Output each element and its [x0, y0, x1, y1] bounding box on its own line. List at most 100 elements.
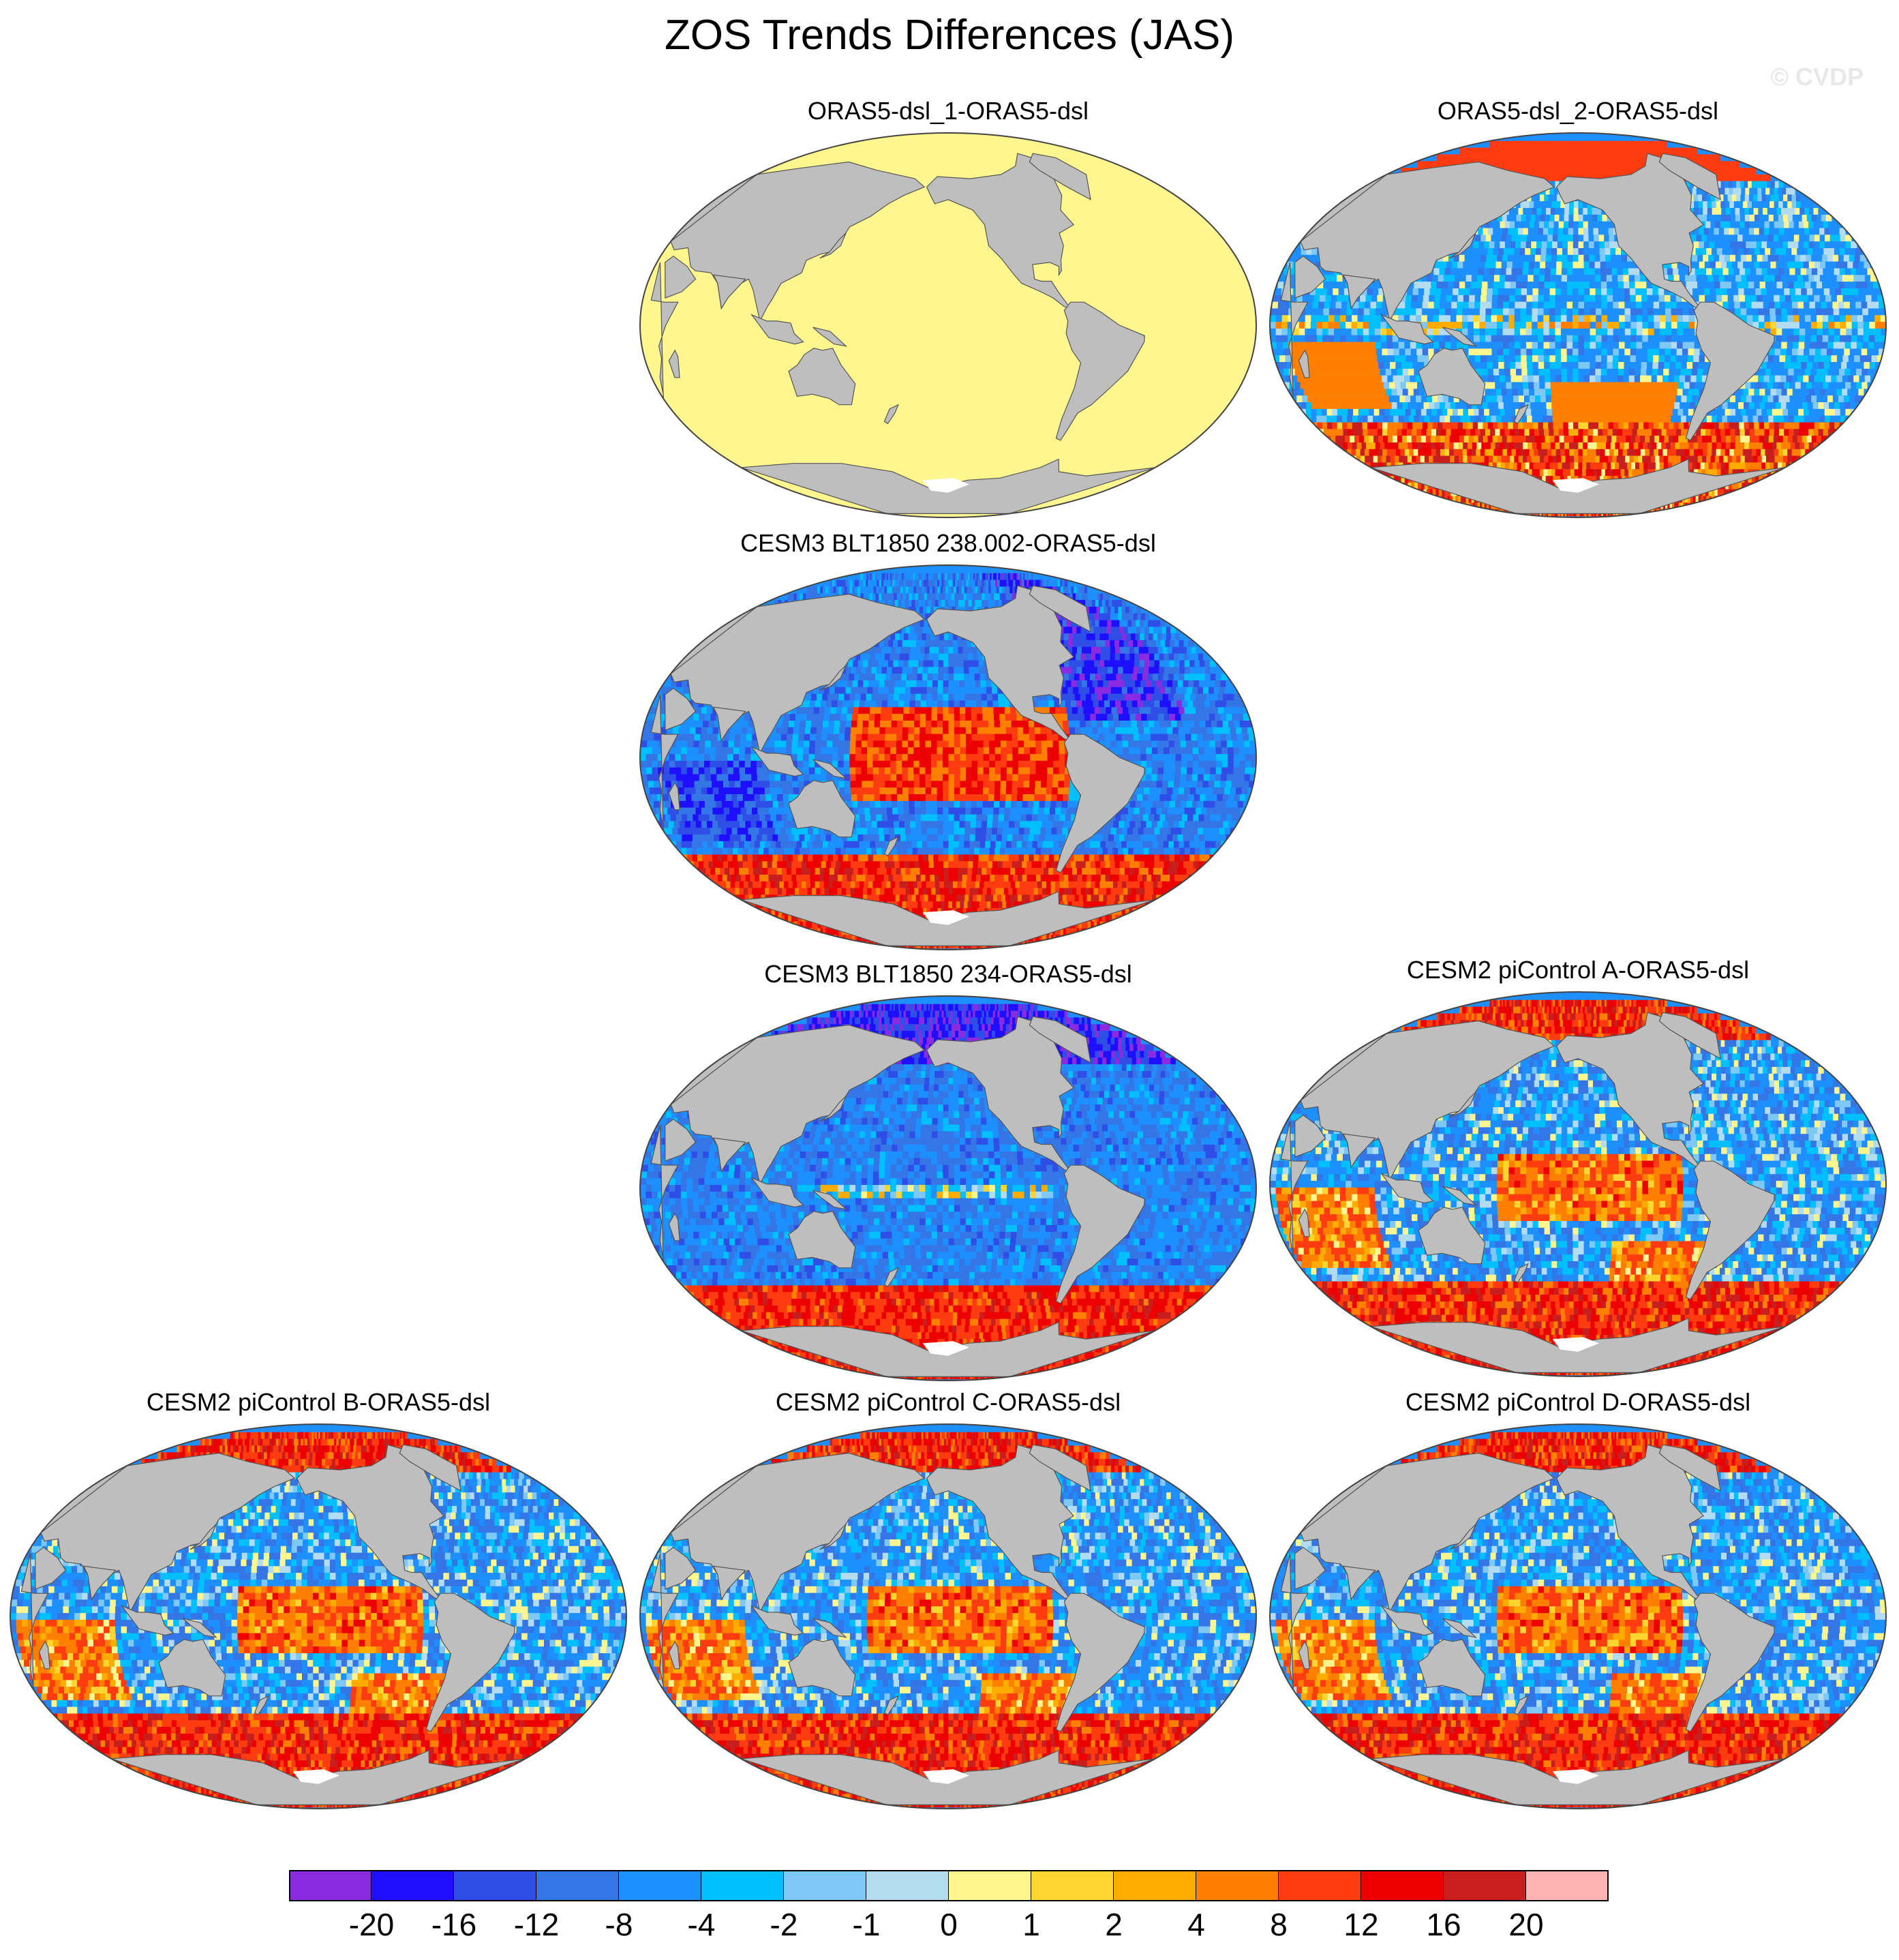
land-africa [650, 262, 679, 399]
colorbar-box [1444, 1870, 1526, 1901]
land-africa [1280, 262, 1309, 399]
colorbar-tick-label: 12 [1327, 1906, 1395, 1943]
land-indonesia [750, 746, 804, 777]
land-arabia [1294, 255, 1326, 299]
land-newZealand [1513, 404, 1529, 425]
land-australia [1418, 1639, 1486, 1697]
panel-title: ORAS5-dsl_1-ORAS5-dsl [624, 97, 1272, 125]
land-madagascar [1298, 1208, 1310, 1237]
panel-title: CESM2 piControl A-ORAS5-dsl [1254, 956, 1899, 984]
colorbar-tick-label: 2 [1080, 1906, 1148, 1943]
map-panel-oras5-dsl-2: ORAS5-dsl_2-ORAS5-dsl [1268, 97, 1888, 519]
land-indonesia [750, 1177, 804, 1208]
colorbar-box [1361, 1870, 1444, 1901]
colorbar-tick-label: -16 [420, 1906, 488, 1943]
panel-title: CESM2 piControl D-ORAS5-dsl [1254, 1388, 1899, 1417]
map-panel-cesm2-picontrol-b: CESM2 piControl B-ORAS5-dsl [8, 1388, 628, 1811]
land-india [712, 1565, 746, 1601]
land-newZealand [883, 404, 899, 425]
map-panel-cesm3-blt1850-234: CESM3 BLT1850 234-ORAS5-dsl [638, 960, 1258, 1383]
land-japan [819, 1524, 847, 1550]
sea-ice-patch [292, 1769, 339, 1784]
colorbar-tick-label: 16 [1410, 1906, 1478, 1943]
colorbar-box [866, 1870, 949, 1901]
sea-ice-patch [922, 1769, 969, 1784]
map-panel-cesm2-picontrol-d: CESM2 piControl D-ORAS5-dsl [1268, 1388, 1888, 1811]
map-border [1269, 991, 1887, 1377]
land-indonesia [750, 1605, 804, 1636]
land-southAmerica [1055, 1164, 1145, 1304]
land-southAmerica [1055, 301, 1145, 441]
colorbar-box [289, 1870, 371, 1901]
sea-ice-patch [922, 478, 969, 493]
copyright-watermark: © CVDP [1770, 63, 1864, 91]
land-india [712, 1137, 746, 1173]
land-australia [788, 1639, 856, 1697]
land-india [82, 1565, 117, 1601]
land-newGuinea [1442, 327, 1478, 347]
land-japan [819, 665, 847, 691]
land-newZealand [1513, 1695, 1529, 1716]
map-content [640, 133, 1256, 517]
panel-title: CESM3 BLT1850 238.002-ORAS5-dsl [624, 529, 1272, 558]
colorbar-box [1031, 1870, 1114, 1901]
map-plot [1269, 1423, 1887, 1809]
land-japan [819, 232, 847, 259]
map-plot [639, 1423, 1257, 1809]
land-africa [20, 1553, 49, 1690]
map-panel-cesm2-picontrol-c: CESM2 piControl C-ORAS5-dsl [638, 1388, 1258, 1811]
land-africa [650, 694, 679, 831]
land-australia [788, 348, 856, 406]
map-panel-oras5-dsl-1: ORAS5-dsl_1-ORAS5-dsl [638, 97, 1258, 519]
colorbar [289, 1870, 1609, 1901]
map-plot [1269, 132, 1887, 518]
colorbar-tick-label: 1 [997, 1906, 1065, 1943]
colorbar-tick-label: 8 [1245, 1906, 1313, 1943]
land-japan [1449, 232, 1476, 259]
map-plot [639, 995, 1257, 1381]
colorbar-box [619, 1870, 701, 1901]
land-australia [158, 1639, 226, 1697]
panel-title: CESM3 BLT1850 234-ORAS5-dsl [624, 960, 1272, 989]
land-southAmerica [1055, 1593, 1145, 1732]
land-newGuinea [1442, 1618, 1478, 1638]
colorbar-tick-label: -1 [832, 1906, 900, 1943]
map-border [639, 995, 1257, 1381]
colorbar-tick-label: 4 [1162, 1906, 1230, 1943]
land-arabia [35, 1546, 67, 1590]
figure-title: ZOS Trends Differences (JAS) [0, 11, 1899, 59]
land-india [1342, 1565, 1376, 1601]
land-japan [1449, 1091, 1476, 1118]
land-greenland [1029, 585, 1091, 633]
land-africa [1280, 1553, 1309, 1690]
land-india [712, 706, 746, 742]
land-greenland [1029, 1444, 1091, 1492]
colorbar-tick-label: -12 [502, 1906, 571, 1943]
colorbar-box [784, 1870, 866, 1901]
colorbar-box [371, 1870, 454, 1901]
land-indonesia [1380, 1173, 1434, 1204]
land-newZealand [883, 1267, 899, 1288]
map-border [639, 1423, 1257, 1809]
land-newGuinea [812, 759, 848, 779]
land-arabia [665, 255, 697, 299]
colorbar-tick-label: 20 [1492, 1906, 1560, 1943]
land-arabia [665, 1546, 697, 1590]
land-africa [650, 1125, 679, 1262]
land-india [712, 274, 746, 310]
map-plot [639, 564, 1257, 950]
land-greenland [1658, 1444, 1721, 1492]
colorbar-box [1114, 1870, 1196, 1901]
colorbar-box [1279, 1870, 1361, 1901]
panel-title: CESM2 piControl B-ORAS5-dsl [0, 1388, 642, 1417]
land-india [1342, 1133, 1376, 1169]
colorbar-tick-label: -2 [750, 1906, 818, 1943]
colorbar-tick-label: -8 [585, 1906, 653, 1943]
land-greenland [1029, 1016, 1091, 1064]
land-newGuinea [183, 1618, 218, 1638]
land-newZealand [1513, 1263, 1529, 1284]
panel-title: ORAS5-dsl_2-ORAS5-dsl [1254, 97, 1899, 125]
land-newGuinea [1442, 1186, 1478, 1206]
panel-title: CESM2 piControl C-ORAS5-dsl [624, 1388, 1272, 1417]
land-indonesia [1380, 314, 1434, 345]
